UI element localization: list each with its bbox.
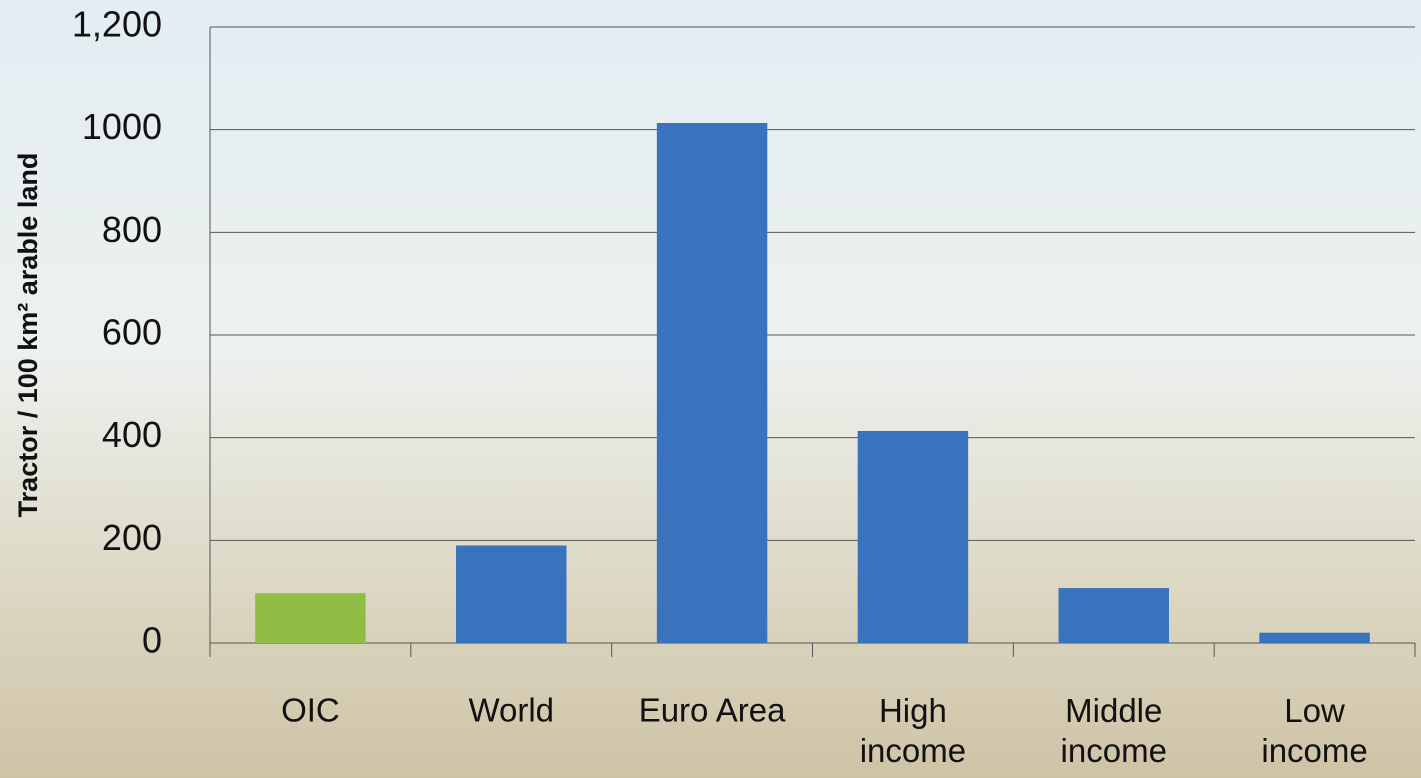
y-tick-label: 1000 [82,106,162,147]
y-tick-label: 1,200 [72,4,162,45]
x-tick-label: World [468,692,554,729]
x-tick-label: OIC [281,692,340,729]
x-tick-label: High income [860,692,966,769]
bar [456,545,567,643]
bar [1058,588,1169,643]
bar [857,430,969,643]
y-tick-label: 800 [102,209,162,250]
y-tick-label: 400 [102,414,162,455]
x-tick-label: Euro Area [639,692,786,729]
y-tick-label: 600 [102,312,162,353]
bar [255,593,366,643]
y-axis-title: Tractor / 100 km² arable land [13,153,43,518]
y-tick-label: 0 [142,620,162,661]
x-tick-label: Middle income [1061,692,1167,769]
bar [656,122,768,643]
bar [1259,632,1370,643]
x-tick-label: Low income [1261,692,1367,769]
y-tick-label: 200 [102,517,162,558]
